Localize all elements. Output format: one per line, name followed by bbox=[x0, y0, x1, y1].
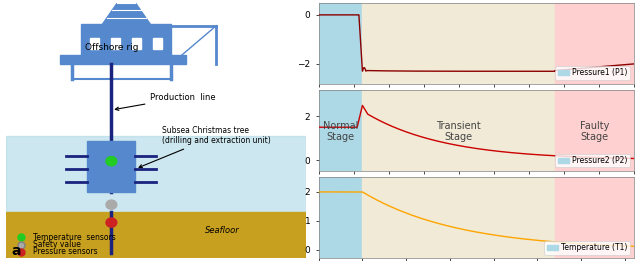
Bar bbox=[319, 90, 362, 171]
Text: Offshore rig: Offshore rig bbox=[84, 44, 138, 52]
Text: Production  line: Production line bbox=[115, 93, 216, 110]
Bar bbox=[6, 136, 307, 217]
Text: Safety value: Safety value bbox=[33, 240, 81, 249]
Text: Pressure sensors: Pressure sensors bbox=[33, 247, 98, 256]
Text: Faulty
Stage: Faulty Stage bbox=[580, 121, 609, 143]
Legend: Pressure2 (P2): Pressure2 (P2) bbox=[556, 153, 630, 167]
Bar bbox=[319, 3, 362, 84]
Bar bbox=[6, 212, 307, 258]
Legend: Pressure1 (P1): Pressure1 (P1) bbox=[556, 66, 630, 80]
Text: Temperature  sensors: Temperature sensors bbox=[33, 233, 116, 242]
Bar bbox=[362, 90, 555, 171]
Text: a: a bbox=[11, 244, 20, 258]
Bar bbox=[154, 38, 163, 49]
Text: Subsea Christmas tree
(drilling and extraction unit): Subsea Christmas tree (drilling and extr… bbox=[139, 126, 271, 168]
Bar bbox=[132, 38, 141, 49]
Bar bbox=[81, 24, 172, 55]
Bar bbox=[362, 177, 555, 258]
Text: Normal
Stage: Normal Stage bbox=[323, 121, 358, 143]
Bar bbox=[555, 3, 634, 84]
Polygon shape bbox=[102, 0, 150, 24]
Bar bbox=[319, 177, 362, 258]
Circle shape bbox=[106, 157, 116, 166]
Bar bbox=[6, 3, 307, 136]
Bar bbox=[555, 90, 634, 171]
Bar bbox=[90, 38, 99, 49]
Circle shape bbox=[106, 200, 116, 209]
Bar bbox=[555, 177, 634, 258]
Bar bbox=[88, 141, 136, 192]
Circle shape bbox=[106, 218, 116, 227]
Bar bbox=[60, 55, 186, 64]
Text: Transient
Stage: Transient Stage bbox=[436, 121, 481, 143]
Bar bbox=[362, 3, 555, 84]
Text: Seafloor: Seafloor bbox=[205, 226, 240, 235]
Legend: Temperature (T1): Temperature (T1) bbox=[544, 241, 630, 254]
Bar bbox=[111, 38, 120, 49]
